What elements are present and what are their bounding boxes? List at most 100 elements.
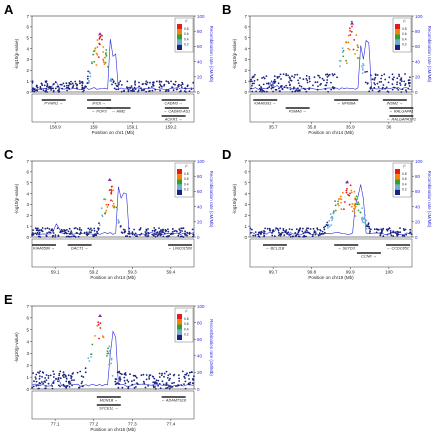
snp-point — [323, 228, 326, 231]
snp-point — [349, 30, 351, 32]
snp-point — [338, 204, 340, 207]
snp-point — [110, 190, 113, 192]
snp-point — [356, 57, 359, 59]
gene-track-frame — [31, 390, 195, 420]
snp-point — [124, 372, 127, 374]
y-tick-label: 5 — [244, 181, 247, 186]
snp-point — [102, 59, 105, 62]
snp-point — [340, 198, 343, 201]
gene: MON1B → — [96, 396, 121, 403]
snp-point — [70, 230, 73, 232]
snp-point — [271, 234, 274, 237]
snp-point — [92, 53, 95, 56]
snp-point — [327, 227, 329, 229]
snp-point — [104, 198, 107, 201]
snp-point — [138, 81, 140, 84]
snp-point — [400, 91, 403, 93]
snp-point — [71, 379, 73, 382]
snp-point — [387, 228, 390, 230]
snp-point — [97, 229, 100, 231]
y-right-tick-label: 0 — [197, 90, 200, 95]
y-tick-label: 1 — [26, 224, 29, 229]
snp-point — [117, 88, 119, 91]
snp-point — [134, 80, 137, 83]
snp-point — [369, 228, 372, 231]
r2-legend: r² 0.80.60.4 0.2 — [392, 162, 412, 198]
y-tick-label: 7 — [26, 304, 29, 309]
snp-point — [102, 61, 105, 63]
snp-point — [160, 374, 163, 376]
snp-point — [168, 379, 171, 382]
x-tick-label: 59.3 — [128, 270, 137, 275]
snp-point — [266, 87, 269, 90]
snp-point — [67, 235, 70, 238]
snp-point — [105, 55, 108, 57]
legend-swatch — [395, 189, 400, 195]
snp-point — [326, 224, 329, 227]
snp-point — [180, 90, 182, 92]
snp-point — [158, 372, 161, 375]
snp-point — [66, 89, 68, 92]
snp-point — [324, 225, 327, 228]
snp-point — [368, 227, 371, 230]
snp-point — [111, 200, 114, 202]
snp-point — [123, 89, 125, 92]
snp-point — [278, 87, 280, 90]
snp-point — [131, 383, 134, 386]
snp-point — [48, 228, 51, 230]
panel-e: E 0 1 2 3 4 5 6 7 0 20 40 60 80 100 -log10(p-value) Reco… — [2, 292, 216, 437]
snp-point — [162, 228, 164, 231]
snp-point — [103, 63, 106, 65]
y-tick-label: 4 — [26, 339, 29, 344]
snp-point — [306, 229, 308, 232]
snp-point — [91, 229, 93, 232]
snp-point — [93, 50, 96, 52]
plot-frame — [249, 15, 413, 93]
y-tick-label: 7 — [244, 159, 247, 164]
snp-point — [123, 376, 126, 379]
snp-point — [165, 370, 168, 373]
snp-point — [396, 230, 399, 233]
snp-point — [177, 374, 180, 376]
snp-point — [70, 235, 72, 238]
snp-point — [105, 203, 108, 206]
snp-point — [331, 86, 334, 89]
snp-point — [405, 233, 408, 236]
x-axis-label: Position on chr19 (Mb) — [308, 275, 354, 280]
snp-point — [71, 384, 73, 387]
snp-point — [313, 76, 316, 78]
snp-point — [34, 232, 37, 235]
snp-point — [68, 83, 71, 85]
snp-point — [283, 234, 286, 237]
snp-point — [281, 231, 284, 234]
snp-point — [272, 86, 275, 89]
snp-point — [169, 385, 171, 388]
snp-point — [410, 233, 413, 235]
snp-point — [308, 77, 311, 80]
snp-point — [127, 380, 130, 383]
snp-point — [39, 86, 42, 88]
snp-point — [128, 232, 131, 235]
legend-title: r² — [185, 165, 188, 169]
plot-frame — [31, 15, 195, 93]
snp-point — [93, 60, 95, 63]
gene-track-frame — [31, 93, 195, 123]
snp-point — [376, 74, 379, 76]
legend-swatch — [177, 334, 182, 340]
snp-point — [68, 87, 70, 90]
snp-point — [171, 382, 174, 385]
snp-point — [190, 88, 193, 90]
snp-point — [403, 234, 406, 237]
snp-point — [305, 235, 307, 238]
legend-title: r² — [185, 20, 188, 24]
snp-point — [108, 189, 111, 191]
snp-point — [124, 382, 127, 385]
snp-point — [60, 83, 63, 86]
snp-point — [289, 88, 292, 91]
snp-point — [90, 356, 92, 358]
snp-point — [58, 88, 60, 90]
snp-point — [43, 84, 46, 87]
snp-point — [276, 228, 279, 230]
snp-point — [144, 231, 147, 233]
snp-point — [295, 89, 298, 91]
